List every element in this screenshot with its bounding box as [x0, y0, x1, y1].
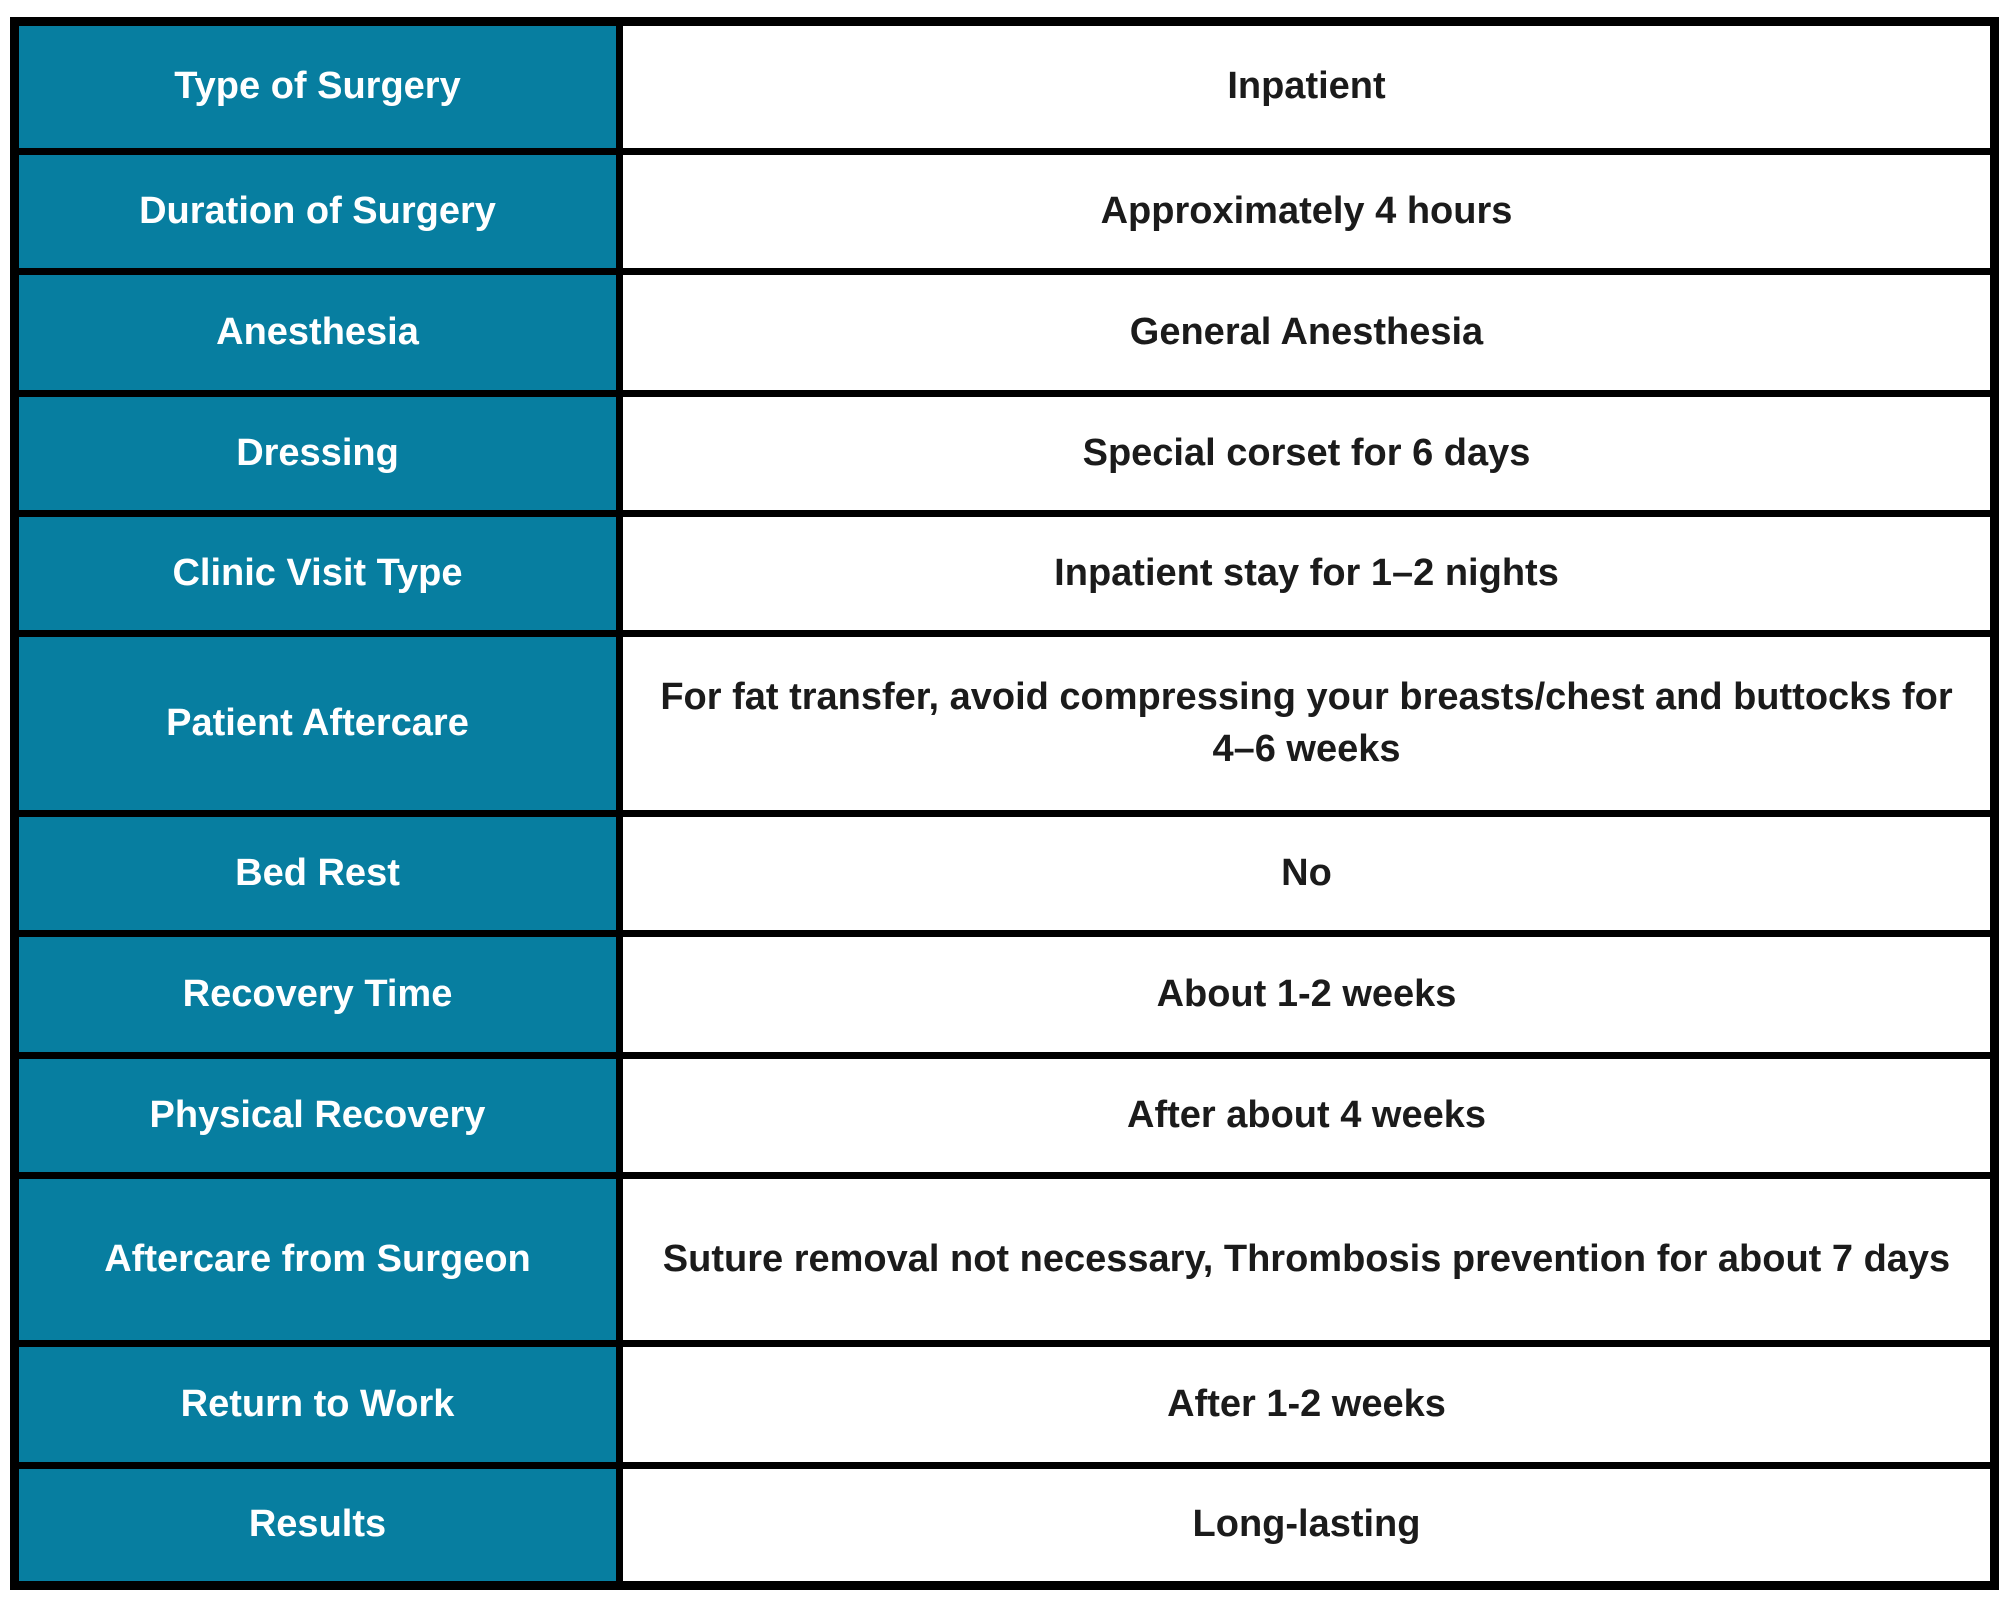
- table-row: Bed Rest No: [11, 810, 1998, 937]
- row-value: After 1-2 weeks: [616, 1340, 1998, 1469]
- row-value: No: [616, 810, 1998, 937]
- row-label: Return to Work: [11, 1340, 623, 1469]
- table-row: Clinic Visit Type Inpatient stay for 1–2…: [11, 510, 1998, 637]
- row-label: Recovery Time: [11, 930, 623, 1059]
- row-value: Suture removal not necessary, Thrombosis…: [616, 1172, 1998, 1347]
- row-value: General Anesthesia: [616, 268, 1998, 397]
- row-value: Inpatient: [616, 18, 1998, 155]
- row-label: Results: [11, 1462, 623, 1589]
- row-label: Physical Recovery: [11, 1052, 623, 1179]
- table-row: Patient Aftercare For fat transfer, avoi…: [11, 630, 1998, 817]
- table-row: Recovery Time About 1-2 weeks: [11, 930, 1998, 1059]
- row-value: About 1-2 weeks: [616, 930, 1998, 1059]
- table-row: Anesthesia General Anesthesia: [11, 268, 1998, 397]
- row-value: Long-lasting: [616, 1462, 1998, 1589]
- row-label: Duration of Surgery: [11, 148, 623, 275]
- row-label: Clinic Visit Type: [11, 510, 623, 637]
- row-label: Bed Rest: [11, 810, 623, 937]
- row-value: Special corset for 6 days: [616, 390, 1998, 517]
- row-value: For fat transfer, avoid compressing your…: [616, 630, 1998, 817]
- row-label: Dressing: [11, 390, 623, 517]
- table-row: Results Long-lasting: [11, 1462, 1998, 1589]
- row-label: Patient Aftercare: [11, 630, 623, 817]
- row-label: Type of Surgery: [11, 18, 623, 155]
- table-row: Duration of Surgery Approximately 4 hour…: [11, 148, 1998, 275]
- table-row: Return to Work After 1-2 weeks: [11, 1340, 1998, 1469]
- table-row: Aftercare from Surgeon Suture removal no…: [11, 1172, 1998, 1347]
- row-label: Aftercare from Surgeon: [11, 1172, 623, 1347]
- table-row: Type of Surgery Inpatient: [11, 18, 1998, 155]
- row-value: Inpatient stay for 1–2 nights: [616, 510, 1998, 637]
- surgery-info-table: Type of Surgery Inpatient Duration of Su…: [10, 17, 1999, 1590]
- row-value: Approximately 4 hours: [616, 148, 1998, 275]
- row-value: After about 4 weeks: [616, 1052, 1998, 1179]
- row-label: Anesthesia: [11, 268, 623, 397]
- table-row: Physical Recovery After about 4 weeks: [11, 1052, 1998, 1179]
- table-row: Dressing Special corset for 6 days: [11, 390, 1998, 517]
